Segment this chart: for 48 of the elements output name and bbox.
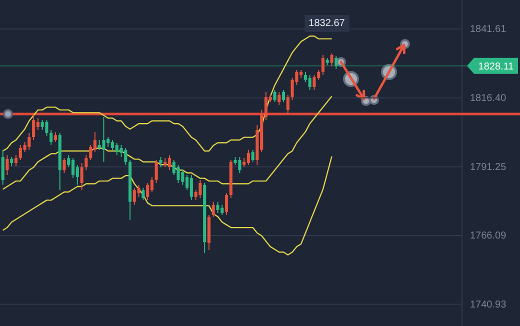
candlestick — [312, 74, 316, 90]
candlestick — [159, 156, 162, 168]
candlestick — [146, 182, 150, 200]
candlestick — [190, 174, 193, 200]
candlestick — [89, 144, 92, 160]
candlestick — [251, 149, 254, 162]
candlestick — [216, 201, 220, 214]
y-tick-label: 1841.61 — [470, 24, 507, 36]
candlestick — [212, 201, 215, 218]
candlestick — [80, 162, 84, 191]
y-tick-label: 1791.25 — [470, 162, 507, 173]
line-series — [2, 96, 332, 190]
candlestick — [102, 116, 106, 162]
candlestick — [10, 156, 14, 167]
candlestick — [334, 55, 338, 70]
candlestick — [308, 74, 312, 90]
candlestick — [176, 164, 180, 184]
candlestick — [62, 158, 66, 174]
candlestick — [278, 91, 281, 106]
candlestick — [246, 149, 250, 166]
candlestick — [1, 149, 4, 186]
candlestick — [71, 158, 75, 179]
y-tick-label: 1740.93 — [470, 300, 507, 311]
candlestick — [330, 52, 334, 66]
candlestick — [168, 154, 172, 171]
candlestick — [321, 54, 325, 76]
candlestick — [224, 192, 228, 216]
annotation: 1832.67 — [308, 18, 346, 29]
candlestick — [164, 158, 167, 168]
candlestick — [154, 159, 158, 184]
candlestick — [198, 179, 202, 199]
candlestick — [50, 129, 53, 146]
line-series — [2, 36, 332, 152]
candlestick — [45, 120, 48, 136]
ref-line-label: 1828.11 — [478, 61, 514, 72]
candlestick — [282, 89, 286, 103]
candlestick — [84, 154, 88, 171]
candlestick — [273, 89, 276, 103]
candlestick — [110, 140, 114, 150]
y-tick-label: 1816.40 — [470, 93, 507, 104]
candlestick — [14, 154, 18, 167]
y-tick-label: 1766.09 — [470, 230, 507, 242]
candlestick — [142, 187, 145, 200]
candlestick — [76, 164, 79, 186]
candlestick — [40, 120, 44, 130]
line-series — [2, 156, 332, 256]
candlestick — [6, 154, 9, 176]
candlestick — [54, 132, 58, 142]
